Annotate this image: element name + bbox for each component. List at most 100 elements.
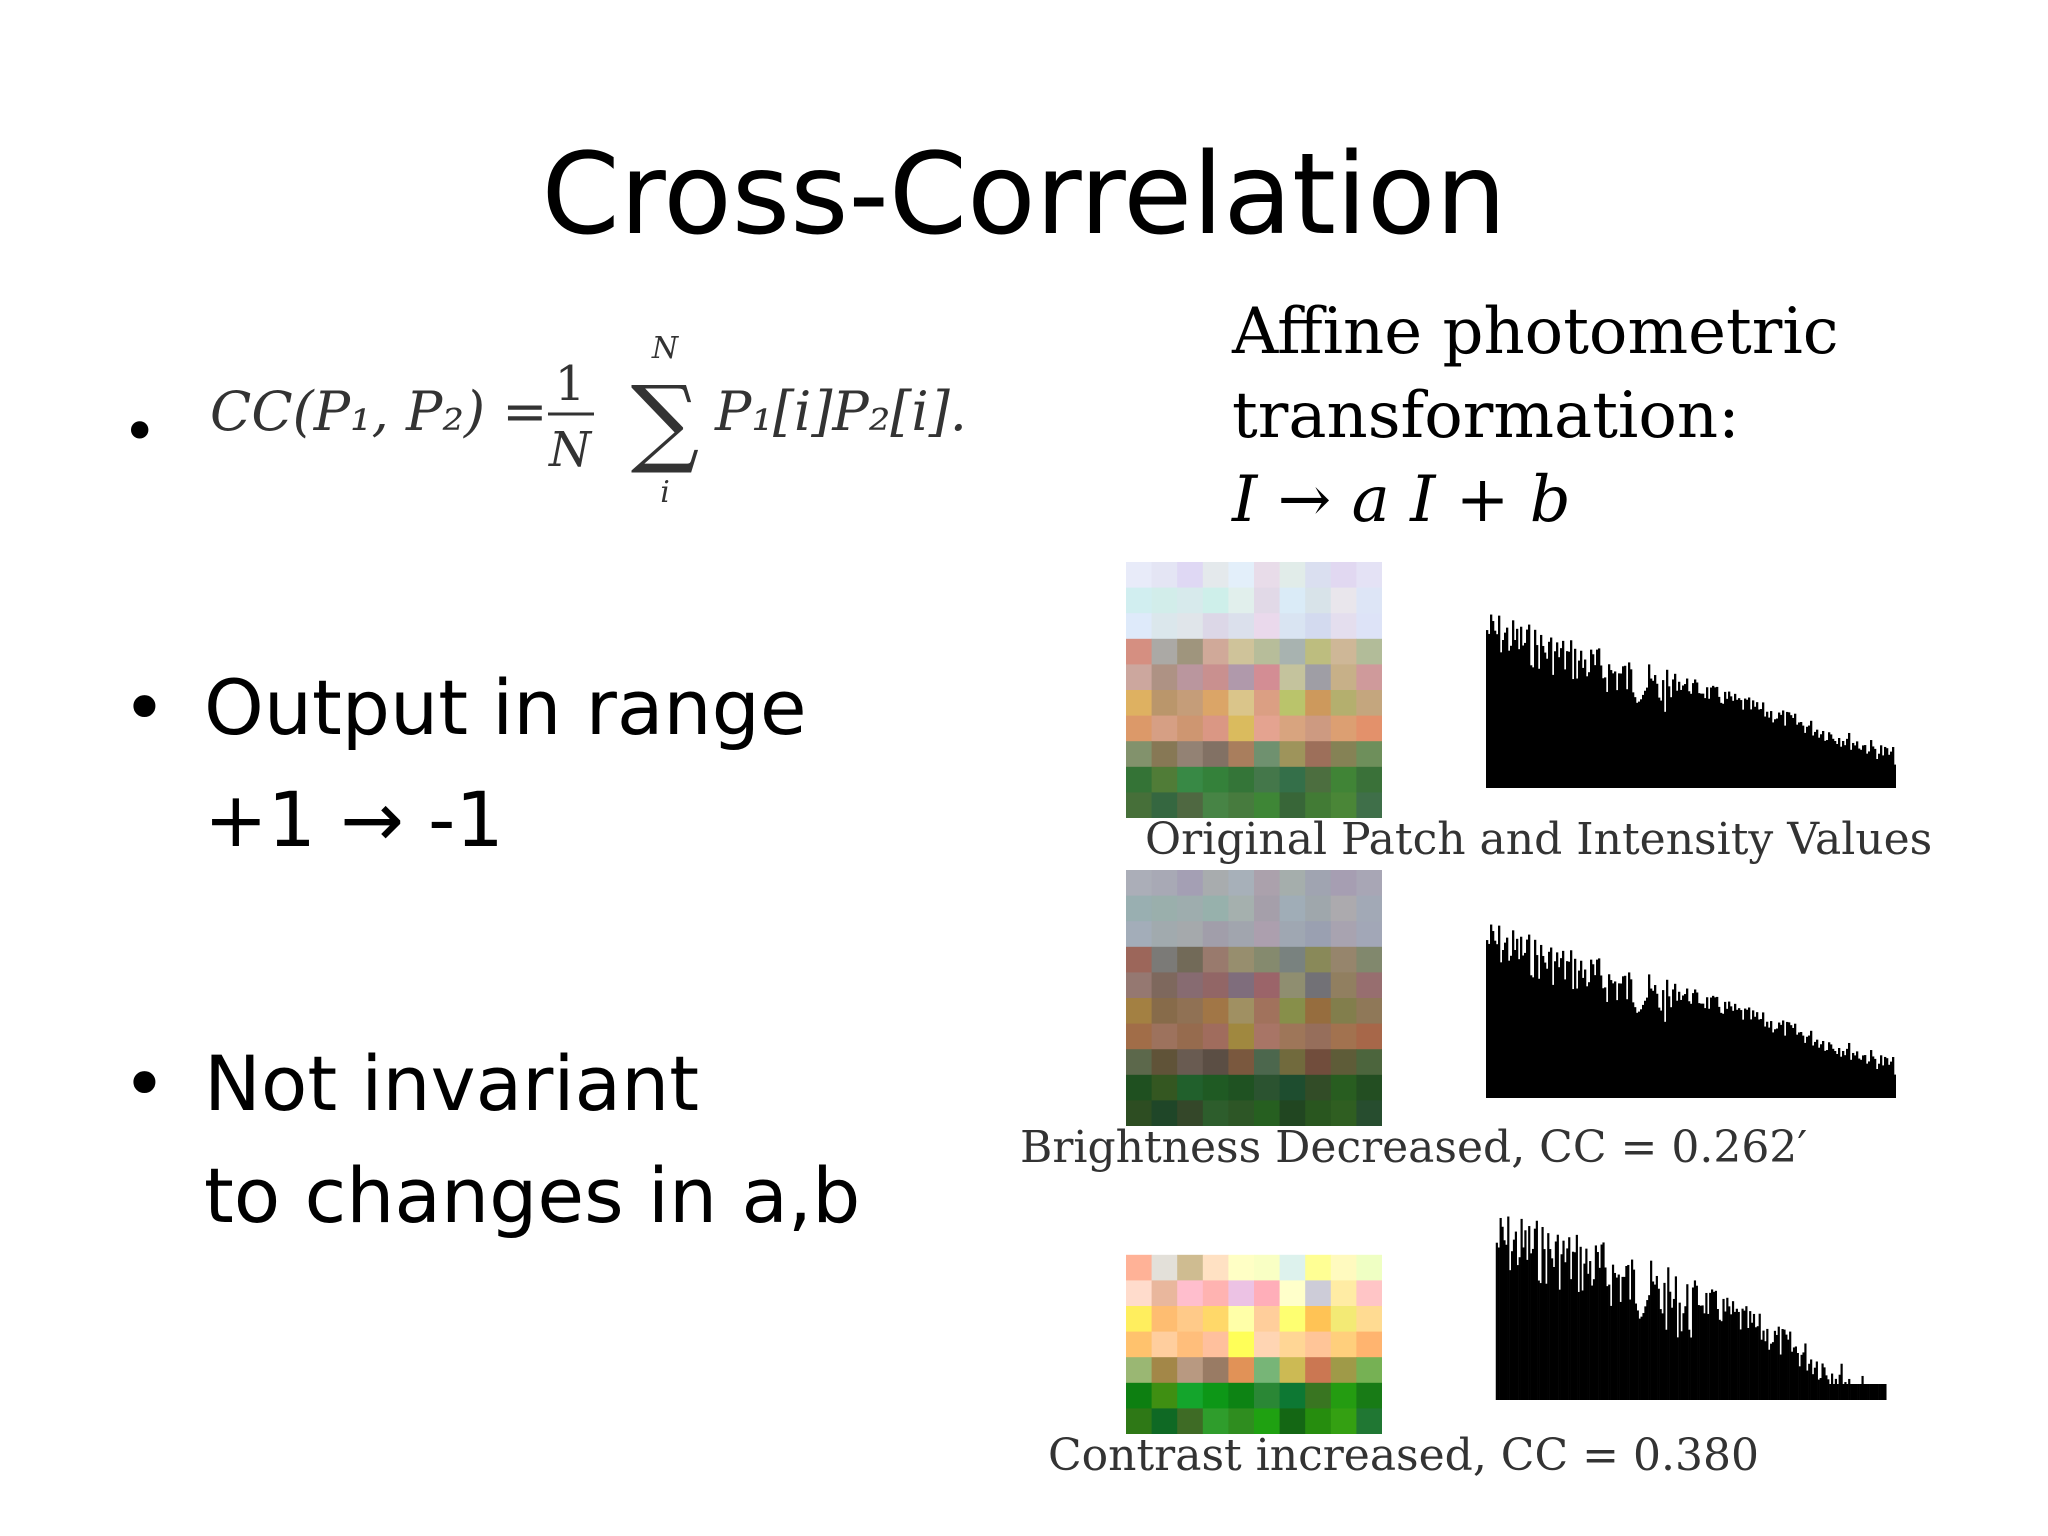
histogram-bar (1770, 1021, 1773, 1098)
histogram-bar (1644, 1306, 1647, 1400)
histogram-bar (1552, 674, 1555, 788)
histogram-bar (1810, 1030, 1813, 1098)
histogram-bar (1749, 1311, 1752, 1400)
histogram-bar (1728, 1306, 1731, 1400)
histogram-bar (1796, 1034, 1799, 1098)
histogram-bar (1866, 753, 1869, 788)
histogram-bar (1600, 665, 1603, 788)
histogram-bar (1804, 732, 1807, 788)
histogram-bar (1672, 679, 1675, 788)
histogram-bar (1836, 1053, 1839, 1098)
histogram-bar (1627, 1264, 1630, 1400)
histogram-bar (1654, 985, 1657, 1098)
histogram-bar (1663, 1282, 1666, 1400)
histogram-bar (1788, 712, 1791, 788)
histogram-bar (1884, 1384, 1887, 1400)
histogram-bar (1566, 961, 1569, 1098)
histogram-bar (1762, 1330, 1765, 1400)
histogram-bar (1522, 645, 1525, 788)
histogram-bar (1718, 1319, 1721, 1400)
histogram-bar (1707, 1313, 1710, 1400)
histogram-bar (1608, 974, 1611, 1098)
histogram-bar (1740, 1010, 1743, 1098)
histogram-bar (1640, 699, 1643, 788)
histogram-bar (1704, 698, 1707, 788)
histogram-bar (1504, 632, 1507, 788)
histogram-bar (1712, 1291, 1716, 1400)
histogram-bar (1488, 633, 1491, 788)
histogram-bar (1870, 1050, 1873, 1098)
histogram-bar (1734, 1003, 1737, 1098)
histogram-bar (1794, 1023, 1797, 1098)
histogram-bar (1524, 642, 1527, 788)
histogram-bar (1766, 711, 1769, 788)
histogram-bar (1622, 666, 1625, 788)
histogram-bar (1711, 1289, 1714, 1400)
histogram-bar (1589, 1261, 1592, 1400)
histogram-bar (1615, 1277, 1618, 1400)
histogram-bar (1863, 1384, 1866, 1400)
histogram-bar (1578, 660, 1581, 788)
histogram-bar (1617, 1274, 1620, 1400)
histogram-bar (1642, 1004, 1645, 1098)
histogram-bar (1648, 1295, 1651, 1400)
histogram-bar (1712, 685, 1715, 788)
histogram-bar (1684, 684, 1687, 788)
histogram-bar (1850, 1059, 1853, 1098)
histogram-bar (1884, 1056, 1887, 1098)
cross-correlation-formula: CC(P₁, P₂) = 1 N N ∑ i P₁[i]P₂[i]. (210, 331, 967, 510)
histogram-bar (1792, 1347, 1796, 1400)
histogram-bar (1680, 999, 1683, 1098)
histogram-bar (1490, 614, 1493, 788)
histogram-bar (1562, 950, 1565, 1098)
histogram-bar (1500, 652, 1503, 788)
histogram-bar (1558, 967, 1561, 1098)
histogram-bar (1796, 1353, 1799, 1400)
histogram-bar (1678, 991, 1681, 1098)
histogram-bar (1787, 1339, 1790, 1400)
histogram-bar (1816, 1039, 1819, 1098)
histogram-bar (1779, 1354, 1782, 1400)
histogram-bar (1751, 1322, 1754, 1400)
histogram-bar (1730, 696, 1733, 788)
histogram-bar (1706, 687, 1709, 788)
histogram-bar (1789, 1331, 1792, 1400)
histogram-bar (1744, 698, 1747, 788)
histogram-bar (1812, 1045, 1815, 1098)
histogram-bar (1864, 1055, 1867, 1098)
histogram-bar (1518, 649, 1521, 788)
histogram-bar (1678, 681, 1681, 788)
histogram-bar (1492, 931, 1495, 1098)
histogram-bar (1754, 706, 1757, 788)
histogram-bar (1674, 673, 1677, 788)
histogram-bar (1764, 1026, 1767, 1098)
histogram-bar (1636, 1310, 1639, 1400)
histogram-bar (1773, 1330, 1777, 1400)
histogram-bar (1890, 751, 1893, 788)
histogram-bar (1550, 947, 1553, 1098)
histogram-bar (1806, 1370, 1809, 1400)
bullet-line: Output in range (204, 663, 807, 752)
histogram-bar (1752, 1010, 1755, 1098)
histogram-bar (1634, 1007, 1637, 1098)
histogram-bar (1775, 1334, 1778, 1400)
histogram-bar (1526, 939, 1529, 1098)
histogram-bar (1815, 1361, 1818, 1400)
histogram-bar (1669, 1291, 1672, 1400)
histogram-bar (1696, 992, 1699, 1098)
histogram-bar (1528, 934, 1531, 1098)
histogram-bar (1846, 738, 1849, 788)
histogram-bar (1676, 1337, 1679, 1400)
histogram-bar (1842, 1384, 1845, 1400)
histogram-bar (1838, 1048, 1841, 1098)
histogram-bar (1660, 700, 1663, 788)
histogram-bar (1696, 682, 1699, 788)
histogram-bar (1556, 952, 1559, 1098)
histogram-bar (1604, 1267, 1607, 1400)
histogram-bar (1552, 984, 1555, 1098)
histogram-bar (1724, 1001, 1727, 1098)
histogram-bar (1536, 645, 1539, 788)
histogram-bar (1581, 1290, 1584, 1400)
histogram-bar (1770, 1343, 1773, 1400)
histogram-bar (1674, 1276, 1677, 1400)
